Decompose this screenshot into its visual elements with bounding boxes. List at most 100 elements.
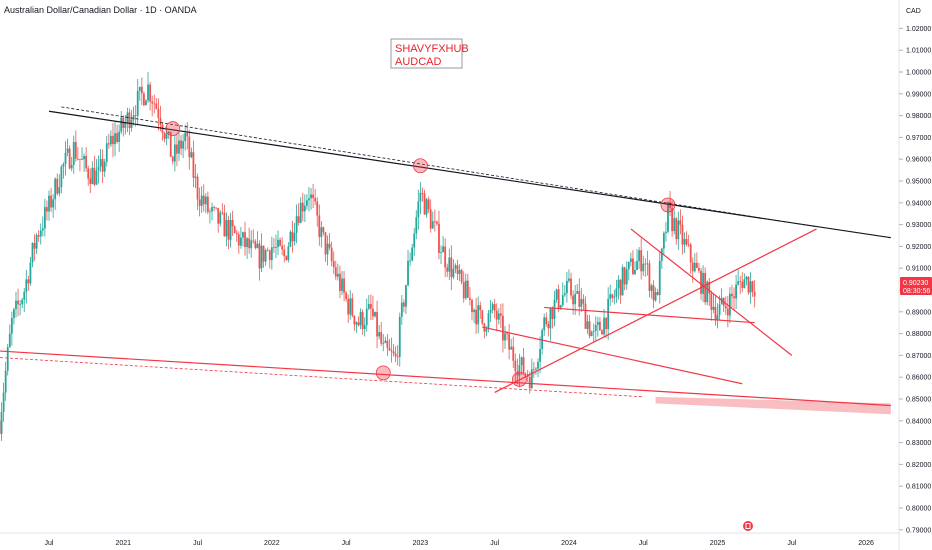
- candle-body: [376, 311, 378, 337]
- trendline-red-dashed[interactable]: [0, 357, 644, 398]
- trendline-black-dashed[interactable]: [61, 106, 817, 228]
- candle-body: [58, 187, 61, 194]
- candle: [229, 212, 232, 248]
- candle: [436, 220, 438, 227]
- candle: [683, 232, 686, 254]
- candle: [607, 287, 610, 340]
- candle: [440, 245, 442, 264]
- candle: [287, 242, 290, 263]
- candle-body: [242, 232, 244, 238]
- trendline-red-solid[interactable]: [494, 228, 817, 393]
- candle-body: [677, 220, 680, 240]
- candle: [557, 284, 560, 313]
- candle: [477, 296, 480, 334]
- candle-body: [673, 218, 676, 232]
- candle-body: [72, 141, 75, 165]
- price-tick-label: 1.00000: [906, 70, 931, 77]
- candle: [514, 353, 517, 384]
- candle: [322, 226, 325, 236]
- candle: [687, 234, 690, 248]
- candle-body: [543, 317, 546, 331]
- candle: [510, 338, 513, 350]
- candle-body: [753, 291, 756, 297]
- candle: [235, 230, 238, 242]
- candle-body: [341, 278, 343, 291]
- candle: [330, 241, 333, 267]
- price-tag: 0.90230 08:30:56: [900, 276, 932, 295]
- candle-body: [535, 368, 537, 370]
- candle: [41, 216, 44, 237]
- candle-body: [64, 152, 67, 165]
- candle: [198, 187, 201, 217]
- candle: [297, 203, 300, 226]
- candle: [136, 79, 139, 125]
- candle: [312, 183, 315, 209]
- note-box[interactable]: SHAVYFXHUB AUDCAD: [390, 38, 469, 69]
- candle-body: [97, 166, 100, 171]
- candle-body: [105, 143, 108, 162]
- candle: [347, 294, 350, 323]
- candle-body: [301, 202, 304, 212]
- candle-body: [547, 324, 550, 329]
- candle: [355, 321, 358, 333]
- candle-body: [549, 307, 552, 329]
- candle: [233, 225, 236, 234]
- trendline-red-solid[interactable]: [630, 228, 793, 356]
- candle-body: [336, 273, 339, 277]
- candle-body: [273, 247, 275, 249]
- candle: [508, 324, 511, 360]
- candle-body: [689, 244, 692, 263]
- candle-body: [231, 219, 234, 227]
- candle-body: [99, 158, 102, 167]
- candle-body: [553, 299, 556, 319]
- candle-body: [293, 232, 296, 242]
- candle: [417, 189, 420, 230]
- candle-body: [50, 195, 52, 208]
- time-axis[interactable]: Jul 2021 Jul 2022 Jul 2023 Jul 2024 Jul 2025 Jul 20…: [45, 540, 874, 547]
- candle-body: [720, 297, 723, 305]
- candle-body: [60, 166, 63, 188]
- candle-body: [237, 234, 240, 246]
- candle: [632, 250, 634, 276]
- candle-body: [654, 291, 657, 301]
- candle: [293, 222, 296, 246]
- note-line1: SHAVYFXHUB: [395, 43, 469, 55]
- candle-body: [221, 212, 224, 214]
- candle-body: [632, 258, 634, 275]
- candle: [409, 252, 411, 267]
- candle: [153, 94, 156, 114]
- candle-body: [194, 176, 197, 178]
- candle-body: [324, 232, 327, 255]
- candle-body: [407, 260, 409, 286]
- candle-body: [471, 299, 473, 313]
- events-icon[interactable]: [743, 521, 753, 531]
- candle: [25, 269, 28, 304]
- candle-body: [504, 333, 506, 341]
- candle-body: [365, 308, 368, 326]
- trendline-red-solid[interactable]: [544, 306, 755, 324]
- price-tick-label: 0.98000: [906, 113, 931, 120]
- candle-body: [188, 136, 191, 158]
- candle-body: [487, 313, 490, 330]
- candle-body: [279, 239, 281, 246]
- trendline-red-solid[interactable]: [482, 326, 743, 385]
- candle: [702, 265, 704, 303]
- price-axis[interactable]: 1.02000 1.01000 1.00000 0.99000 0.98000 0.970…: [899, 26, 931, 534]
- candle: [615, 279, 618, 304]
- candle-body: [37, 235, 40, 237]
- candle: [512, 336, 515, 369]
- time-tick-label: 2023: [413, 540, 429, 547]
- candle-body: [454, 265, 457, 269]
- price-tick-label: 0.99000: [906, 91, 931, 98]
- candle: [601, 329, 603, 335]
- candle: [714, 296, 717, 326]
- candle: [204, 193, 207, 214]
- trendlines-layer[interactable]: [0, 106, 891, 407]
- trendline-red-solid[interactable]: [0, 350, 891, 407]
- candle-body: [56, 178, 59, 194]
- candle: [710, 290, 713, 321]
- candle: [299, 197, 302, 224]
- candle: [712, 293, 715, 314]
- candle: [650, 283, 653, 299]
